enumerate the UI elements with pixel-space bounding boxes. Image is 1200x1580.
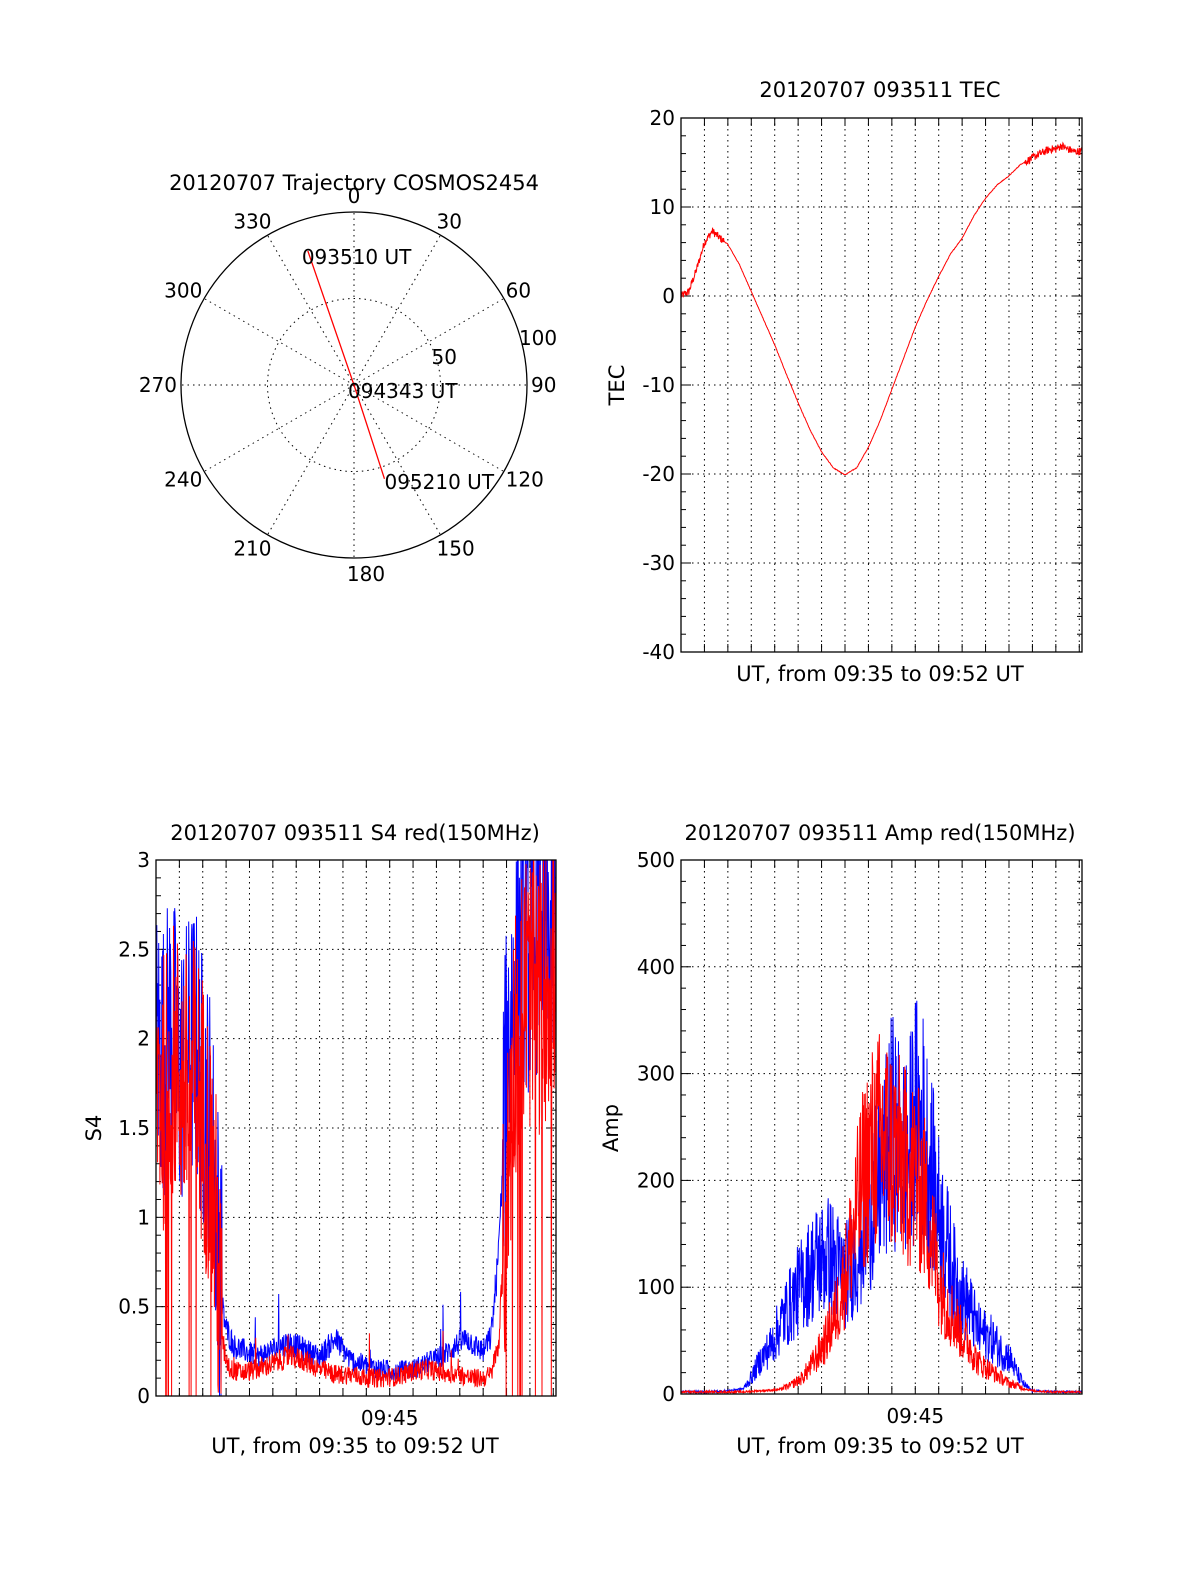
- polar-angle-label: 60: [506, 279, 531, 303]
- y-tick-label: -40: [642, 640, 675, 664]
- polar-angle-label: 120: [506, 468, 544, 492]
- series-line-blue: [155, 859, 557, 1397]
- series-line-red: [680, 1034, 1083, 1395]
- s4-title: 20120707 093511 S4 red(150MHz): [170, 821, 540, 845]
- polar-angle-label: 90: [531, 373, 556, 397]
- series-line-blue: [680, 1000, 1083, 1395]
- tec-chart: 20120707 093511 TEC -40 -30 -20 -10 0 10 20 UT…: [605, 78, 1083, 686]
- s4-series: [155, 859, 557, 1397]
- s4-y-ticks: 0 0.5 1 1.5 2 2.5 3: [118, 848, 150, 1408]
- polar-outer-circle: [180, 211, 528, 559]
- y-tick-label: 20: [650, 106, 675, 130]
- polar-title: 20120707 Trajectory COSMOS2454: [169, 171, 539, 195]
- s4-ylabel: S4: [82, 1115, 106, 1142]
- polar-angle-label: 330: [233, 209, 271, 233]
- amp-ylabel: Amp: [599, 1104, 623, 1152]
- polar-point-label: 093510 UT: [302, 245, 412, 269]
- amp-x-ticks: 09:45: [886, 1404, 944, 1428]
- polar-spoke-120: [353, 384, 505, 472]
- tec-ylabel: TEC: [605, 365, 629, 407]
- series-line-red: [680, 141, 1083, 476]
- polar-angle-label: 150: [437, 537, 475, 561]
- s4-chart: 20120707 093511 S4 red(150MHz) 0 0.5 1 1.5 2…: [82, 821, 557, 1458]
- polar-angle-label: 30: [437, 209, 462, 233]
- polar-trajectory-series: 093510 UT 094343 UT 095210 UT: [302, 245, 495, 494]
- y-tick-label: 500: [637, 848, 675, 872]
- polar-spoke-240: [203, 384, 355, 472]
- tec-series: [680, 141, 1083, 476]
- tec-xlabel: UT, from 09:35 to 09:52 UT: [736, 662, 1024, 686]
- tec-y-ticks: -40 -30 -20 -10 0 10 20: [642, 106, 675, 664]
- y-tick-label: 0.5: [118, 1295, 150, 1319]
- polar-spoke-150: [353, 384, 441, 536]
- x-tick-label: 09:45: [886, 1404, 944, 1428]
- polar-angle-label: 210: [233, 537, 271, 561]
- s4-x-ticks: 09:45: [361, 1406, 419, 1430]
- y-tick-label: 0: [662, 284, 675, 308]
- amp-y-ticks: 0 100 200 300 400 500: [637, 848, 675, 1406]
- trajectory-polar-chart: 20120707 Trajectory COSMOS2454 0 30 60 90 12…: [139, 171, 557, 586]
- y-tick-label: 0: [137, 1384, 150, 1408]
- amp-xlabel: UT, from 09:35 to 09:52 UT: [736, 1434, 1024, 1458]
- polar-angle-label: 300: [164, 279, 202, 303]
- amp-plot-frame: [680, 859, 1083, 1395]
- amp-grid: [681, 859, 1082, 1395]
- polar-radial-label: 50: [431, 345, 456, 369]
- polar-radial-labels: 50 100: [431, 326, 557, 369]
- y-tick-label: 10: [650, 195, 675, 219]
- y-tick-label: -30: [642, 551, 675, 575]
- polar-spoke-60: [353, 298, 505, 386]
- polar-spoke-300: [203, 298, 355, 386]
- y-tick-label: 2: [137, 1027, 150, 1051]
- y-tick-label: 400: [637, 955, 675, 979]
- polar-angle-label: 180: [347, 562, 385, 586]
- polar-angle-label: 270: [139, 373, 177, 397]
- y-tick-label: 300: [637, 1062, 675, 1086]
- polar-point-label: 094343 UT: [348, 379, 458, 403]
- y-tick-label: 2.5: [118, 937, 150, 961]
- y-tick-label: 3: [137, 848, 150, 872]
- tec-grid: [681, 117, 1082, 653]
- amp-series: [680, 1000, 1083, 1395]
- amp-title: 20120707 093511 Amp red(150MHz): [684, 821, 1075, 845]
- y-tick-label: 1.5: [118, 1116, 150, 1140]
- polar-grid: [181, 212, 527, 558]
- y-tick-label: 1: [137, 1205, 150, 1229]
- polar-angle-label: 0: [348, 184, 361, 208]
- y-tick-label: 0: [662, 1382, 675, 1406]
- y-tick-label: 200: [637, 1168, 675, 1192]
- polar-angle-label: 240: [164, 468, 202, 492]
- amp-chart: 20120707 093511 Amp red(150MHz) 0 100 200 3…: [599, 821, 1083, 1458]
- polar-point-label: 095210 UT: [384, 470, 494, 494]
- y-tick-label: -10: [642, 373, 675, 397]
- polar-trajectory-line: [307, 250, 386, 479]
- x-tick-label: 09:45: [361, 1406, 419, 1430]
- polar-spoke-30: [353, 234, 441, 386]
- polar-angle-labels: 0 30 60 90 120 150 180 210 240 270 300 330: [139, 184, 557, 586]
- tec-title: 20120707 093511 TEC: [759, 78, 1000, 102]
- polar-radial-label: 100: [519, 326, 557, 350]
- tec-plot-frame: [680, 117, 1083, 653]
- y-tick-label: -20: [642, 462, 675, 486]
- polar-spoke-210: [267, 384, 355, 536]
- series-line-red: [155, 859, 557, 1397]
- polar-ring-50: [267, 298, 441, 472]
- s4-xlabel: UT, from 09:35 to 09:52 UT: [211, 1434, 499, 1458]
- s4-plot-frame: [155, 859, 557, 1397]
- polar-spoke-330: [267, 234, 355, 386]
- y-tick-label: 100: [637, 1275, 675, 1299]
